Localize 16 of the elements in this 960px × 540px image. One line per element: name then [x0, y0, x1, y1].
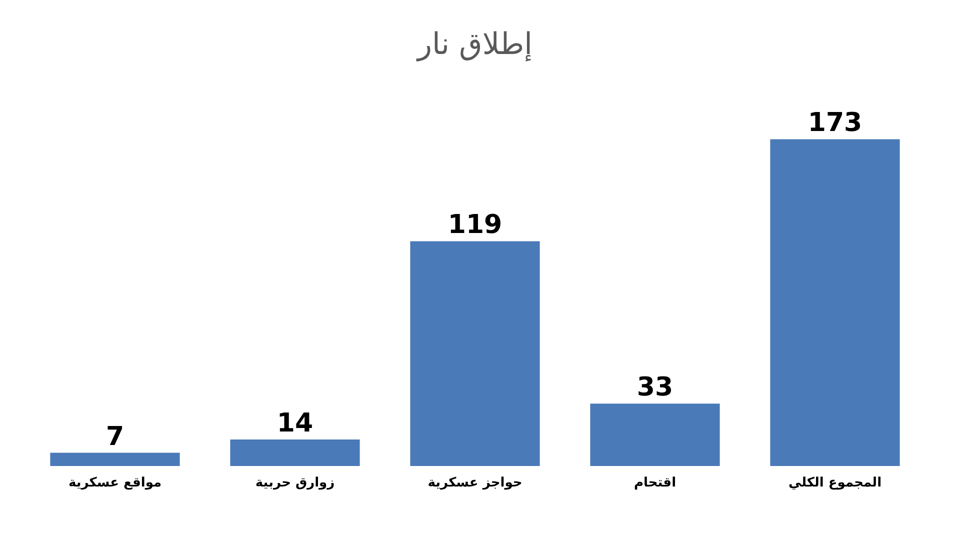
data-label: 173 [808, 108, 862, 138]
data-label: 14 [276, 408, 314, 439]
x-tick-label: زوارق حربية [255, 476, 335, 490]
data-label: 7 [106, 422, 124, 452]
data-label: 33 [636, 372, 674, 403]
data-label: 119 [448, 210, 502, 240]
bar [230, 440, 360, 466]
chart-title: إطلاق نار [416, 27, 532, 62]
bar [50, 452, 180, 466]
bar [590, 404, 720, 466]
x-tick-label: اقتحام [634, 476, 676, 490]
x-tick-label: المجموع الكلي [788, 476, 882, 490]
x-tick-label: مواقع عسكرية [68, 476, 162, 490]
bar [770, 139, 900, 466]
x-tick-label: حواجز عسكرية [428, 476, 522, 490]
bar [410, 241, 540, 466]
